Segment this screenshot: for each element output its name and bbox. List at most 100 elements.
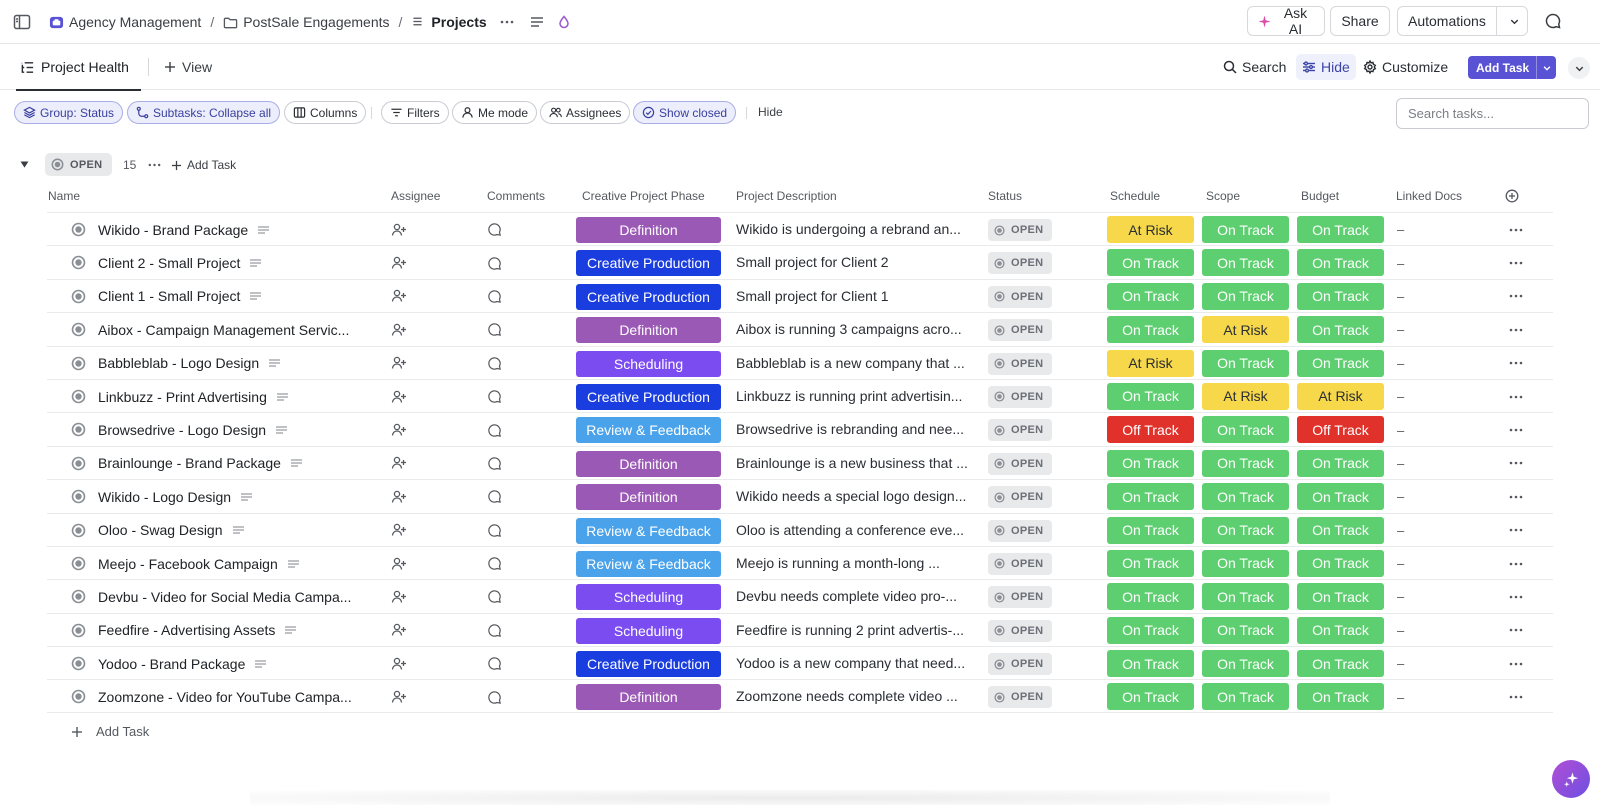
table-row[interactable]: Browsedrive - Logo Design Review & Feedb… <box>47 412 1553 445</box>
linked-docs-value[interactable]: – <box>1397 556 1405 572</box>
schedule-badge[interactable]: On Track <box>1107 249 1194 277</box>
comment-icon[interactable] <box>487 547 503 580</box>
budget-badge[interactable]: On Track <box>1297 249 1384 277</box>
column-header-name[interactable]: Name <box>48 189 81 203</box>
schedule-badge[interactable]: On Track <box>1107 282 1194 310</box>
add-assignee-icon[interactable] <box>391 647 407 680</box>
scope-badge[interactable]: On Track <box>1202 483 1289 511</box>
status-circle-icon[interactable] <box>71 322 86 337</box>
status-circle-icon[interactable] <box>71 689 86 704</box>
add-task-button[interactable]: Add Task <box>1468 56 1556 79</box>
project-description[interactable]: Browsedrive is rebranding and nee... <box>736 421 965 438</box>
budget-badge[interactable]: On Track <box>1297 516 1384 544</box>
task-name[interactable]: Client 2 - Small Project <box>98 246 262 279</box>
status-badge[interactable]: OPEN <box>988 352 1052 375</box>
comment-icon[interactable] <box>487 647 503 680</box>
status-circle-icon[interactable] <box>71 389 86 404</box>
phase-badge[interactable]: Creative Production <box>576 250 721 277</box>
scope-badge[interactable]: On Track <box>1202 650 1289 678</box>
phase-badge[interactable]: Scheduling <box>576 617 721 644</box>
column-header-comments[interactable]: Comments <box>487 189 546 203</box>
status-circle-icon[interactable] <box>71 422 86 437</box>
linked-docs-value[interactable]: – <box>1397 589 1405 605</box>
columns-chip[interactable]: Columns <box>284 101 367 124</box>
add-assignee-icon[interactable] <box>391 514 407 547</box>
phase-badge[interactable]: Definition <box>576 317 721 344</box>
assignees-chip[interactable]: Assignees <box>540 101 631 124</box>
table-row[interactable]: Brainlounge - Brand Package Definition B… <box>47 445 1553 479</box>
phase-badge[interactable]: Definition <box>576 684 721 711</box>
table-row[interactable]: Yodoo - Brand Package Creative Productio… <box>47 646 1553 679</box>
linked-docs-value[interactable]: – <box>1397 322 1405 338</box>
add-assignee-icon[interactable] <box>391 413 407 446</box>
status-circle-icon[interactable] <box>71 222 86 237</box>
row-more-icon[interactable] <box>1508 280 1524 313</box>
more-options-icon[interactable] <box>147 158 163 172</box>
linked-docs-value[interactable]: – <box>1397 422 1405 438</box>
chat-icon[interactable] <box>1544 12 1562 30</box>
list-add-task-button[interactable]: Add Task <box>71 724 149 739</box>
row-more-icon[interactable] <box>1508 647 1524 680</box>
schedule-badge[interactable]: On Track <box>1107 683 1194 711</box>
status-circle-icon[interactable] <box>71 289 86 304</box>
project-description[interactable]: Small project for Client 1 <box>736 287 889 304</box>
status-circle-icon[interactable] <box>71 589 86 604</box>
schedule-badge[interactable]: On Track <box>1107 650 1194 678</box>
status-circle-icon[interactable] <box>71 523 86 538</box>
status-badge[interactable]: OPEN <box>988 452 1052 475</box>
row-more-icon[interactable] <box>1508 480 1524 513</box>
scope-badge[interactable]: On Track <box>1202 449 1289 477</box>
table-row[interactable]: Wikido - Brand Package Definition Wikido… <box>47 212 1553 245</box>
linked-docs-value[interactable]: – <box>1397 222 1405 238</box>
linked-docs-value[interactable]: – <box>1397 656 1405 672</box>
comment-icon[interactable] <box>487 280 503 313</box>
column-header-status[interactable]: Status <box>988 189 1023 203</box>
scope-badge[interactable]: On Track <box>1202 516 1289 544</box>
linked-docs-value[interactable]: – <box>1397 689 1405 705</box>
table-row[interactable]: Client 2 - Small Project Creative Produc… <box>47 245 1553 278</box>
table-row[interactable]: Wikido - Logo Design Definition Wikido n… <box>47 479 1553 512</box>
collapse-toolbar-button[interactable] <box>1568 57 1590 79</box>
comment-icon[interactable] <box>487 380 503 413</box>
ask-ai-button[interactable]: Ask AI <box>1247 5 1325 37</box>
status-circle-icon[interactable] <box>71 356 86 371</box>
linked-docs-value[interactable]: – <box>1397 288 1405 304</box>
tab-project-health[interactable]: Project Health <box>16 44 141 91</box>
scope-badge[interactable]: On Track <box>1202 282 1289 310</box>
row-more-icon[interactable] <box>1508 514 1524 547</box>
scope-badge[interactable]: On Track <box>1202 216 1289 243</box>
share-button[interactable]: Share <box>1330 6 1390 36</box>
status-circle-icon[interactable] <box>71 456 86 471</box>
group-status-chip[interactable]: Group: Status <box>14 101 124 124</box>
filters-chip[interactable]: Filters <box>381 101 449 124</box>
search-button[interactable]: Search <box>1223 54 1286 80</box>
more-options-icon[interactable] <box>499 14 515 30</box>
group-add-task-button[interactable]: Add Task <box>171 158 236 172</box>
table-row[interactable]: Client 1 - Small Project Creative Produc… <box>47 278 1553 313</box>
budget-badge[interactable]: On Track <box>1297 683 1384 711</box>
sidebar-toggle-icon[interactable] <box>12 12 32 32</box>
column-header-description[interactable]: Project Description <box>736 189 837 203</box>
table-row[interactable]: Devbu - Video for Social Media Campa... … <box>47 579 1553 612</box>
row-more-icon[interactable] <box>1508 213 1524 246</box>
add-assignee-icon[interactable] <box>391 213 407 246</box>
table-row[interactable]: Meejo - Facebook Campaign Review & Feedb… <box>47 545 1553 580</box>
column-header-assignee[interactable]: Assignee <box>391 189 441 203</box>
project-description[interactable]: Meejo is running a month-long ... <box>736 554 940 571</box>
column-header-budget[interactable]: Budget <box>1301 189 1340 203</box>
linked-docs-value[interactable]: – <box>1397 355 1405 371</box>
phase-badge[interactable]: Definition <box>576 484 721 511</box>
add-assignee-icon[interactable] <box>391 580 407 613</box>
schedule-badge[interactable]: On Track <box>1107 316 1194 344</box>
caret-down-icon[interactable] <box>20 161 30 169</box>
status-badge[interactable]: OPEN <box>988 385 1052 408</box>
status-badge[interactable]: OPEN <box>988 653 1052 676</box>
project-description[interactable]: Oloo is attending a conference eve... <box>736 521 965 538</box>
add-assignee-icon[interactable] <box>391 380 407 413</box>
add-assignee-icon[interactable] <box>391 246 407 279</box>
add-assignee-icon[interactable] <box>391 347 407 380</box>
comment-icon[interactable] <box>487 514 503 547</box>
task-name[interactable]: Devbu - Video for Social Media Campa... <box>98 580 356 613</box>
search-tasks-input[interactable] <box>1396 98 1589 129</box>
status-circle-icon[interactable] <box>71 255 86 270</box>
